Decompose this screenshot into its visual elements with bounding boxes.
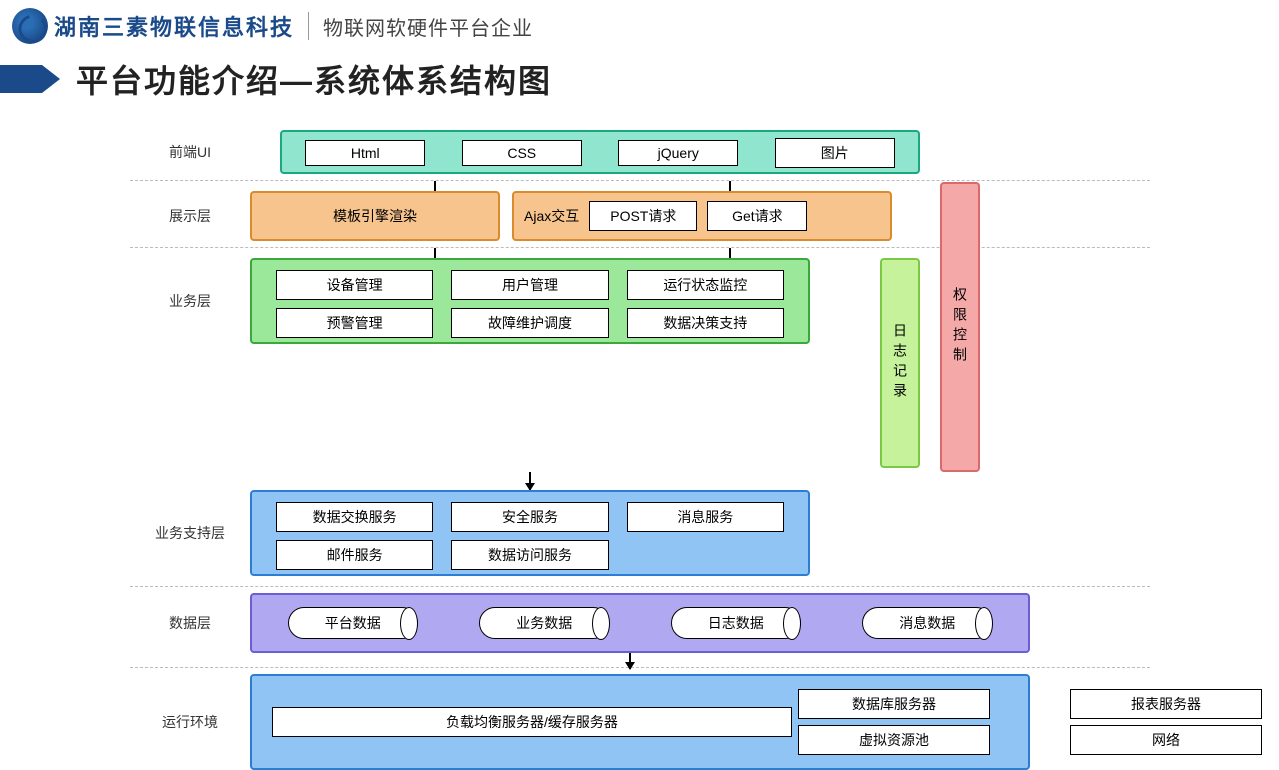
layer-label-business: 业务层 (130, 258, 250, 344)
arrow-down-icon (529, 472, 531, 490)
item-box: jQuery (618, 140, 738, 166)
architecture-diagram: 前端UI Html CSS jQuery 图片 展示层 模板引擎渲染 Ajax交互 P… (130, 130, 1150, 770)
ajax-label: Ajax交互 (524, 206, 579, 226)
arrow-down-icon (629, 653, 631, 669)
cylinder-db-icon: 消息数据 (862, 607, 992, 639)
logo-icon (12, 8, 48, 44)
item-box: 虚拟资源池 (798, 725, 990, 755)
box-loadbalancer: 负载均衡服务器/缓存服务器 (272, 707, 792, 737)
divider-dashed (130, 667, 1150, 668)
item-box: CSS (462, 140, 582, 166)
layer-support: 数据交换服务安全服务消息服务邮件服务数据访问服务 (250, 490, 810, 576)
item-box: 故障维护调度 (451, 308, 608, 338)
item-box: 安全服务 (451, 502, 608, 532)
item-box: 消息服务 (627, 502, 784, 532)
item-box: 数据交换服务 (276, 502, 433, 532)
item-box: 用户管理 (451, 270, 608, 300)
item-box: 图片 (775, 138, 895, 168)
cylinder-db-icon: 业务数据 (479, 607, 609, 639)
layer-runtime: 负载均衡服务器/缓存服务器 数据库服务器报表服务器平台服务器虚拟资源池网络存储 (250, 674, 1030, 770)
company-name: 湖南三素物联信息科技 (54, 10, 294, 42)
item-box: 运行状态监控 (627, 270, 784, 300)
item-box: 数据库服务器 (798, 689, 990, 719)
item-box: Get请求 (707, 201, 807, 231)
layer-label-support: 业务支持层 (130, 490, 250, 576)
page-title: 平台功能介绍—系统体系结构图 (76, 56, 552, 102)
subtitle: 物联网软硬件平台企业 (323, 12, 533, 41)
item-box: 报表服务器 (1070, 689, 1262, 719)
layer-data: 平台数据 业务数据 日志数据 消息数据 (250, 593, 1030, 653)
header: 湖南三素物联信息科技 物联网软硬件平台企业 (0, 0, 1279, 52)
sidebar-permission: 权限控制 (940, 182, 980, 472)
divider (308, 12, 309, 40)
item-box: Html (305, 140, 425, 166)
item-box: 数据决策支持 (627, 308, 784, 338)
layer-frontend: Html CSS jQuery 图片 (280, 130, 920, 174)
cylinder-db-icon: 平台数据 (288, 607, 418, 639)
item-box: 邮件服务 (276, 540, 433, 570)
item-box: 设备管理 (276, 270, 433, 300)
item-box: 预警管理 (276, 308, 433, 338)
divider-dashed (130, 247, 1150, 248)
layer-label-runtime: 运行环境 (130, 674, 250, 770)
title-row: 平台功能介绍—系统体系结构图 (0, 56, 1279, 102)
item-box: 网络 (1070, 725, 1262, 755)
arrow-bullet-icon (0, 65, 60, 93)
box-template-engine: 模板引擎渲染 (250, 191, 500, 241)
cylinder-db-icon: 日志数据 (671, 607, 801, 639)
sidebar-log: 日志记录 (880, 258, 920, 468)
layer-label-data: 数据层 (130, 593, 250, 653)
item-box: POST请求 (589, 201, 697, 231)
layer-label-presentation: 展示层 (130, 191, 250, 241)
divider-dashed (130, 180, 1150, 181)
box-ajax: Ajax交互 POST请求 Get请求 (512, 191, 892, 241)
divider-dashed (130, 586, 1150, 587)
layer-business: 设备管理用户管理运行状态监控预警管理故障维护调度数据决策支持 (250, 258, 810, 344)
item-box: 数据访问服务 (451, 540, 608, 570)
layer-label-frontend: 前端UI (130, 130, 250, 174)
